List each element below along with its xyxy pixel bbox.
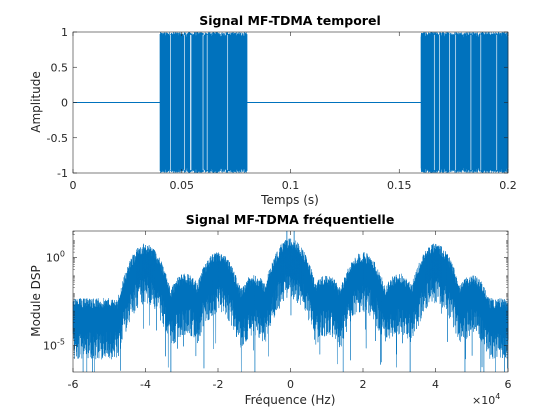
time-x-tick-label: 0.05 bbox=[170, 179, 195, 192]
time-signal-series bbox=[73, 32, 509, 173]
time-x-tick-label: 0.2 bbox=[499, 179, 517, 192]
frequency-plot-title: Signal MF-TDMA fréquentielle bbox=[186, 212, 395, 227]
time-y-tick-label: -0.5 bbox=[47, 132, 68, 145]
time-y-tick-label: 0 bbox=[61, 97, 68, 110]
time-y-tick-label: 1 bbox=[61, 26, 68, 39]
frequency-x-tick-label: 6 bbox=[505, 378, 512, 391]
frequency-x-tick-label: 0 bbox=[287, 378, 294, 391]
frequency-axes-ticks: -6 -4 -2 0 2 4 6 100 10-5 bbox=[43, 231, 512, 391]
frequency-y-tick-label: 10-5 bbox=[43, 338, 65, 353]
frequency-x-tick-label: -2 bbox=[213, 378, 224, 391]
frequency-x-tick-label: -4 bbox=[140, 378, 151, 391]
time-plot-title: Signal MF-TDMA temporel bbox=[199, 13, 380, 28]
frequency-x-tick-label: 2 bbox=[360, 378, 367, 391]
frequency-x-scale-exponent: ×104 bbox=[472, 392, 500, 407]
time-x-tick-label: 0.1 bbox=[282, 179, 300, 192]
frequency-spectrum-trace bbox=[72, 238, 509, 373]
time-x-tick-label: 0.15 bbox=[387, 179, 412, 192]
frequency-domain-subplot: -6 -4 -2 0 2 4 6 100 10-5 Signal MF-TDMA fréquen… bbox=[29, 212, 512, 407]
time-signal-burst-3 bbox=[420, 32, 509, 173]
time-x-tick-label: 0 bbox=[70, 179, 77, 192]
frequency-signal-series bbox=[72, 231, 509, 373]
time-y-tick-label: 0.5 bbox=[51, 61, 69, 74]
frequency-x-tick-label: 4 bbox=[432, 378, 439, 391]
frequency-y-axis-label: Module DSP bbox=[29, 265, 43, 337]
time-burst-waveform-1 bbox=[159, 32, 248, 173]
frequency-y-tick-label: 100 bbox=[46, 249, 65, 264]
time-x-axis-label: Temps (s) bbox=[260, 193, 319, 207]
time-axes-ticks: 0 0.05 0.1 0.15 0.2 -1 -0.5 0 0.5 1 bbox=[47, 26, 517, 192]
time-y-tick-label: -1 bbox=[57, 167, 68, 180]
time-y-axis-label: Amplitude bbox=[29, 71, 43, 133]
time-burst-waveform-3 bbox=[420, 32, 509, 173]
frequency-x-tick-label: -6 bbox=[68, 378, 79, 391]
frequency-x-axis-label: Fréquence (Hz) bbox=[245, 393, 336, 407]
time-domain-subplot: 0 0.05 0.1 0.15 0.2 -1 -0.5 0 0.5 1 Signal MF-TDM… bbox=[29, 13, 517, 207]
time-signal-burst-1 bbox=[159, 32, 248, 173]
